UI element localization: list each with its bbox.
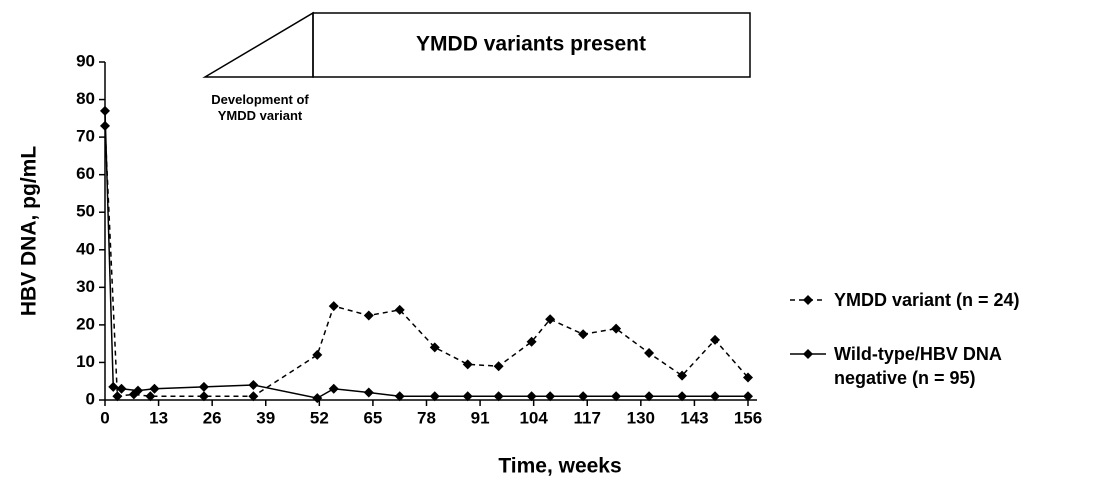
point — [429, 342, 440, 353]
point — [149, 383, 160, 394]
point — [545, 314, 556, 325]
x-tick-label: 130 — [627, 408, 655, 427]
x-tick-label: 143 — [680, 408, 708, 427]
point — [312, 393, 323, 404]
point — [112, 391, 123, 402]
point — [363, 310, 374, 321]
point — [710, 334, 721, 345]
point — [611, 323, 622, 334]
point — [578, 391, 589, 402]
point — [248, 379, 259, 390]
x-tick-label: 0 — [100, 408, 109, 427]
point — [644, 348, 655, 359]
x-tick-label: 78 — [417, 408, 436, 427]
point — [644, 391, 655, 402]
x-tick-label: 52 — [310, 408, 329, 427]
point — [462, 359, 473, 370]
point — [394, 304, 405, 315]
point — [429, 391, 440, 402]
x-tick-label: 156 — [734, 408, 762, 427]
point — [198, 381, 209, 392]
annotation: Development of YMDD variant — [211, 92, 309, 123]
legend-entry: Wild-type/HBV DNA negative (n = 95) — [834, 344, 1002, 388]
legend-marker — [803, 295, 813, 305]
y-tick-label: 90 — [76, 51, 95, 70]
x-tick-label: 13 — [149, 408, 168, 427]
point — [328, 301, 339, 312]
x-tick-label: 91 — [471, 408, 490, 427]
point — [526, 336, 537, 347]
x-tick-label: 104 — [519, 408, 548, 427]
legend-marker — [803, 349, 813, 359]
y-tick-label: 80 — [76, 89, 95, 108]
point — [116, 383, 127, 394]
point — [677, 391, 688, 402]
development-shape — [202, 11, 314, 78]
point — [145, 391, 156, 402]
annotation: YMDD variants present — [416, 33, 646, 56]
y-tick-label: 70 — [76, 127, 95, 146]
point — [710, 391, 721, 402]
y-tick-label: 10 — [76, 352, 95, 371]
point — [677, 370, 688, 381]
y-tick-label: 0 — [86, 389, 95, 408]
point — [462, 391, 473, 402]
point — [108, 381, 119, 392]
y-tick-label: 40 — [76, 239, 95, 258]
point — [394, 391, 405, 402]
point — [328, 383, 339, 394]
point — [578, 329, 589, 340]
point — [100, 105, 110, 116]
x-tick-label: 26 — [203, 408, 222, 427]
point — [248, 391, 259, 402]
y-tick-label: 50 — [76, 202, 95, 221]
point — [493, 391, 504, 402]
x-tick-label: 117 — [574, 408, 601, 427]
point — [545, 391, 556, 402]
point — [363, 387, 374, 398]
y-tick-label: 60 — [76, 164, 95, 183]
point — [312, 349, 323, 360]
variants-box — [312, 12, 751, 78]
y-axis-label: HBV DNA, pg/mL — [18, 146, 41, 317]
point — [526, 391, 537, 402]
point — [198, 391, 209, 402]
y-tick-label: 20 — [76, 314, 95, 333]
x-axis-label: Time, weeks — [498, 455, 621, 478]
x-tick-label: 65 — [363, 408, 382, 427]
series-line — [104, 125, 749, 398]
point — [743, 391, 753, 402]
point — [493, 361, 504, 372]
x-tick-label: 39 — [256, 408, 275, 427]
series-line — [104, 110, 748, 399]
point — [611, 391, 622, 402]
legend-entry: YMDD variant (n = 24) — [834, 290, 1020, 310]
point — [743, 372, 753, 383]
y-tick-label: 30 — [76, 277, 95, 296]
point — [132, 385, 143, 396]
